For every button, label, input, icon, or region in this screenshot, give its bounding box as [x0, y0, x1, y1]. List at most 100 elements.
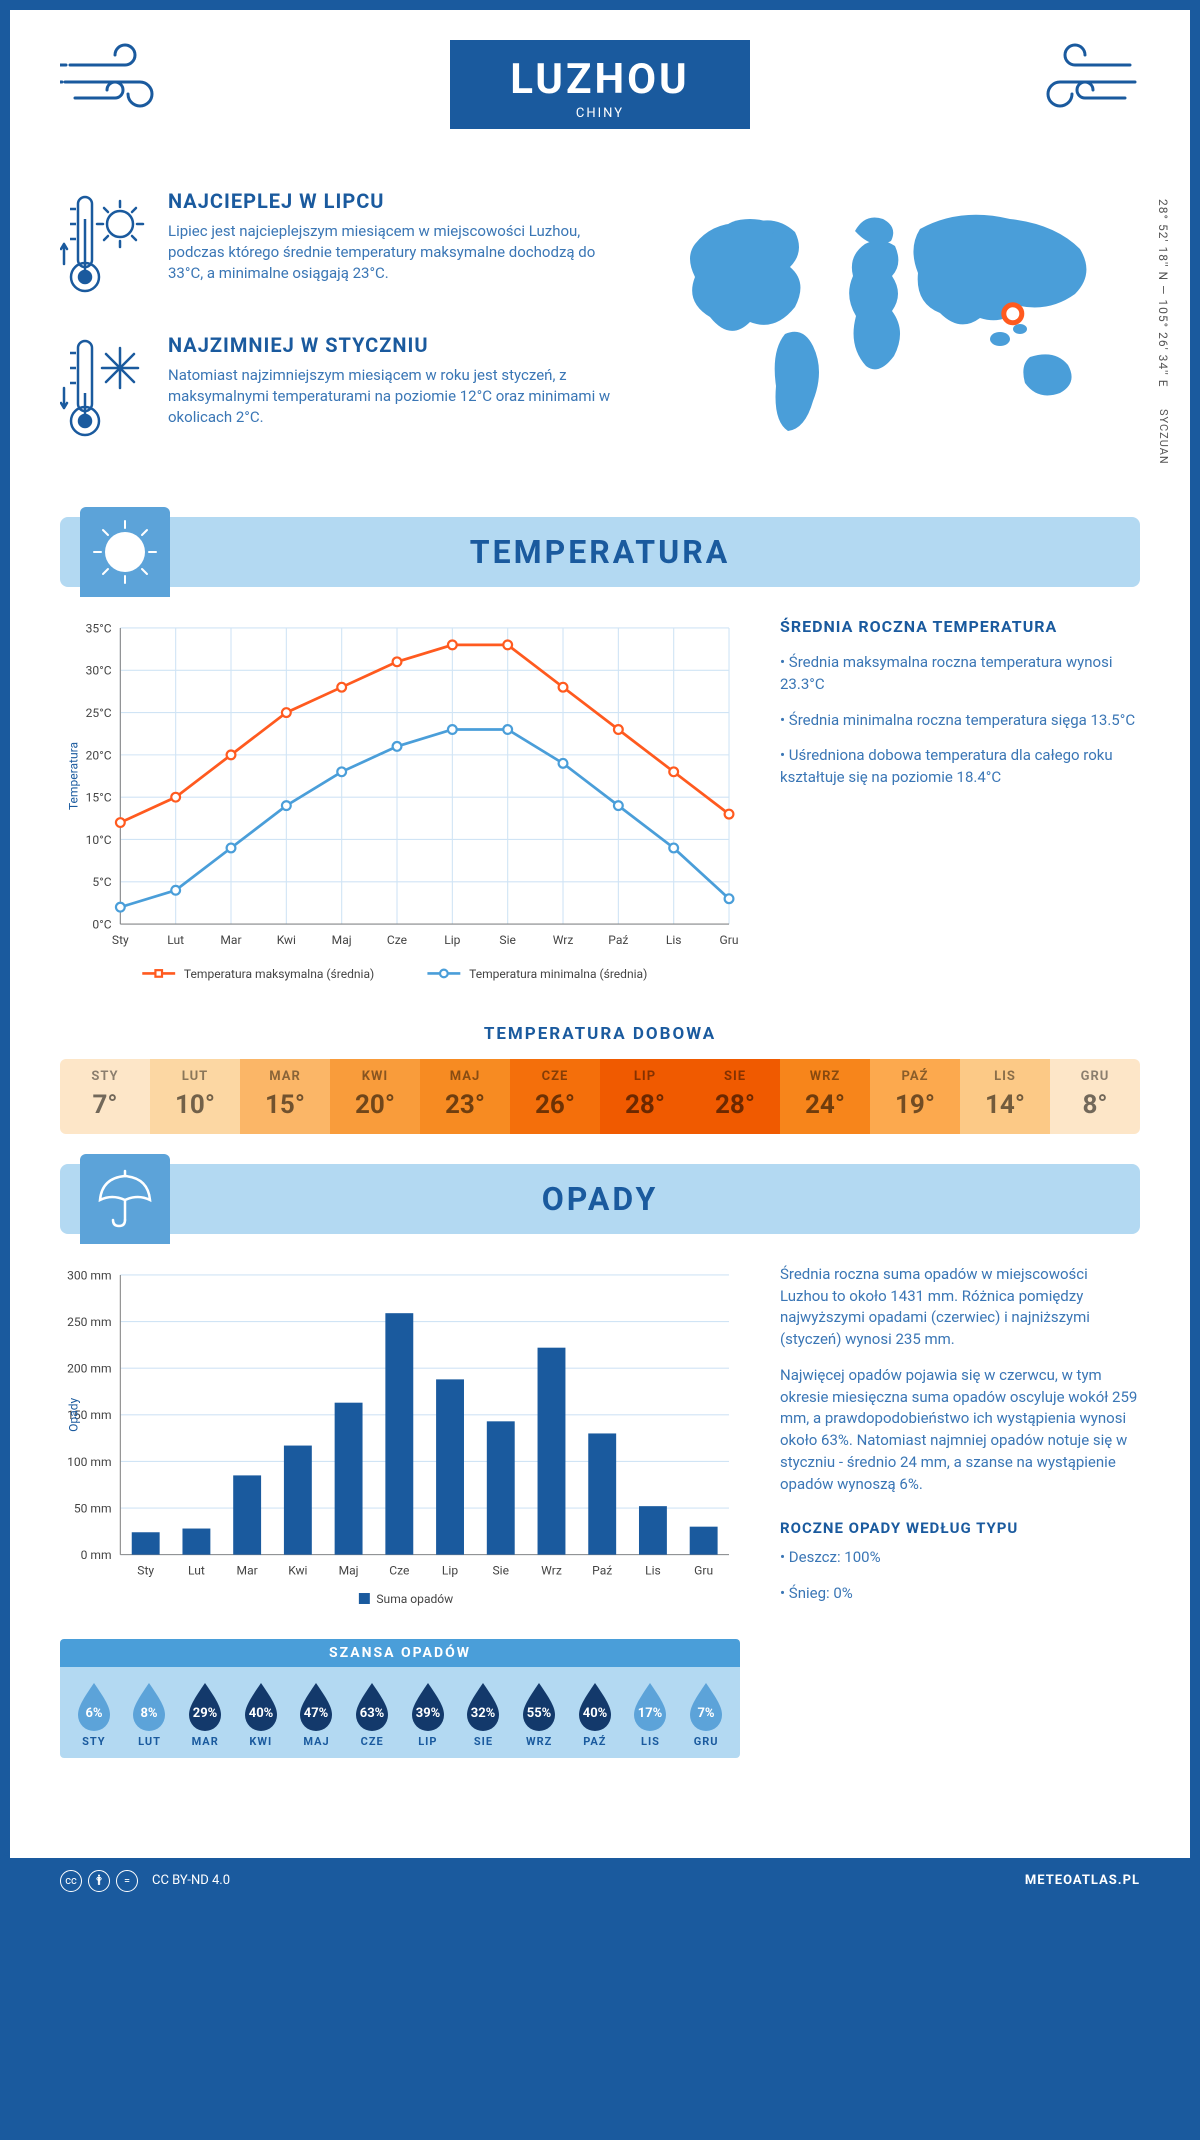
site-label: METEOATLAS.PL	[1025, 1873, 1140, 1888]
svg-text:Maj: Maj	[339, 1563, 359, 1577]
svg-text:Lis: Lis	[666, 933, 682, 947]
svg-text:30°C: 30°C	[86, 664, 112, 678]
svg-text:20°C: 20°C	[86, 748, 112, 762]
cc-icon: cc	[60, 1870, 82, 1892]
heatmap-cell: MAR15°	[240, 1059, 330, 1134]
precipitation-chart: 0 mm50 mm100 mm150 mm200 mm250 mm300 mmO…	[60, 1264, 740, 1758]
svg-text:Suma opadów: Suma opadów	[376, 1592, 453, 1606]
warmest-block: NAJCIEPLEJ W LIPCU Lipiec jest najcieple…	[60, 189, 630, 303]
rain-drop: 29%MAR	[179, 1679, 231, 1748]
precip-p1: Średnia roczna suma opadów w miejscowośc…	[780, 1264, 1140, 1351]
svg-text:Cze: Cze	[389, 1563, 409, 1577]
precip-rain: • Deszcz: 100%	[780, 1547, 1140, 1569]
rain-drop: 7%GRU	[680, 1679, 732, 1748]
precipitation-banner: OPADY	[60, 1164, 1140, 1234]
heatmap-cell: MAJ23°	[420, 1059, 510, 1134]
heatmap-cell: CZE26°	[510, 1059, 600, 1134]
svg-text:Kwi: Kwi	[288, 1563, 307, 1577]
rain-drop: 40%PAŹ	[569, 1679, 621, 1748]
svg-text:0°C: 0°C	[92, 917, 111, 931]
svg-text:63%: 63%	[360, 1706, 385, 1721]
wind-icon	[60, 40, 180, 124]
coordinates-label: 28° 52' 18'' N — 105° 26' 34'' E	[1156, 199, 1170, 388]
city-title: LUZHOU	[510, 55, 690, 104]
rain-drop: 6%STY	[68, 1679, 120, 1748]
nd-icon: =	[116, 1870, 138, 1892]
warmest-title: NAJCIEPLEJ W LIPCU	[168, 189, 630, 213]
svg-text:29%: 29%	[193, 1706, 218, 1721]
rain-drop: 47%MAJ	[291, 1679, 343, 1748]
thermometer-cold-icon	[60, 333, 150, 447]
rain-chance-title: SZANSA OPADÓW	[60, 1639, 740, 1667]
svg-text:100 mm: 100 mm	[67, 1455, 111, 1469]
thermometer-hot-icon	[60, 189, 150, 303]
avg-temp-p1: • Średnia maksymalna roczna temperatura …	[780, 652, 1140, 696]
rain-drop: 32%SIE	[458, 1679, 510, 1748]
rain-drop: 8%LUT	[124, 1679, 176, 1748]
svg-text:6%: 6%	[85, 1706, 102, 1721]
svg-text:Lut: Lut	[188, 1563, 205, 1577]
coldest-text: Natomiast najzimniejszym miesiącem w rok…	[168, 365, 630, 428]
svg-text:Temperatura minimalna (średnia: Temperatura minimalna (średnia)	[469, 967, 647, 981]
svg-text:39%: 39%	[416, 1706, 441, 1721]
svg-text:0 mm: 0 mm	[81, 1548, 112, 1562]
svg-text:Gru: Gru	[694, 1563, 713, 1577]
rain-chance-strip: SZANSA OPADÓW 6%STY8%LUT29%MAR40%KWI47%M…	[60, 1639, 740, 1758]
svg-text:55%: 55%	[527, 1706, 552, 1721]
svg-text:47%: 47%	[304, 1706, 329, 1721]
temperature-title: TEMPERATURA	[470, 533, 730, 571]
cc-icons: cc 🛉 =	[60, 1870, 138, 1892]
rain-drop: 63%CZE	[346, 1679, 398, 1748]
heatmap-cell: WRZ24°	[780, 1059, 870, 1134]
temperature-chart: 0°C5°C10°C15°C20°C25°C30°C35°CStyLutMarK…	[60, 617, 740, 994]
rain-drop: 55%WRZ	[513, 1679, 565, 1748]
svg-text:7%: 7%	[698, 1706, 715, 1721]
by-icon: 🛉	[88, 1870, 110, 1892]
header: LUZHOU CHINY	[60, 10, 1140, 169]
svg-text:35°C: 35°C	[86, 621, 112, 635]
svg-text:Paź: Paź	[592, 1563, 612, 1577]
heatmap-cell: LIP28°	[600, 1059, 690, 1134]
svg-text:32%: 32%	[471, 1706, 496, 1721]
svg-text:5°C: 5°C	[92, 875, 111, 889]
svg-text:Temperatura: Temperatura	[67, 742, 81, 810]
daily-temp-title: TEMPERATURA DOBOWA	[60, 1024, 1140, 1044]
avg-temp-title: ŚREDNIA ROCZNA TEMPERATURA	[780, 617, 1140, 636]
precip-p2: Najwięcej opadów pojawia się w czerwcu, …	[780, 1365, 1140, 1496]
svg-text:Temperatura maksymalna (średni: Temperatura maksymalna (średnia)	[184, 967, 374, 981]
precipitation-summary: Średnia roczna suma opadów w miejscowośc…	[780, 1264, 1140, 1758]
svg-text:Lut: Lut	[167, 933, 184, 947]
daily-temp-heatmap: STY7°LUT10°MAR15°KWI20°MAJ23°CZE26°LIP28…	[60, 1059, 1140, 1134]
svg-text:Mar: Mar	[220, 933, 241, 947]
precipitation-title: OPADY	[542, 1180, 659, 1218]
svg-text:250 mm: 250 mm	[67, 1315, 111, 1329]
title-banner: LUZHOU CHINY	[450, 40, 750, 129]
heatmap-cell: STY7°	[60, 1059, 150, 1134]
svg-text:Sty: Sty	[112, 933, 129, 947]
svg-text:40%: 40%	[583, 1706, 608, 1721]
precip-types-title: ROCZNE OPADY WEDŁUG TYPU	[780, 1519, 1140, 1537]
svg-text:Sie: Sie	[499, 933, 515, 947]
svg-text:25°C: 25°C	[86, 706, 112, 720]
svg-text:Opady: Opady	[67, 1397, 81, 1431]
warmest-text: Lipiec jest najcieplejszym miesiącem w m…	[168, 221, 630, 284]
world-map: 28° 52' 18'' N — 105° 26' 34'' E SYCZUAN	[660, 189, 1140, 477]
coldest-title: NAJZIMNIEJ W STYCZNIU	[168, 333, 630, 357]
region-label: SYCZUAN	[1157, 409, 1170, 465]
heatmap-cell: GRU8°	[1050, 1059, 1140, 1134]
svg-text:Maj: Maj	[332, 933, 352, 947]
svg-text:Sty: Sty	[137, 1563, 154, 1577]
svg-text:17%: 17%	[638, 1706, 663, 1721]
avg-temp-p3: • Uśredniona dobowa temperatura dla całe…	[780, 745, 1140, 789]
coldest-block: NAJZIMNIEJ W STYCZNIU Natomiast najzimni…	[60, 333, 630, 447]
svg-text:Lip: Lip	[444, 933, 460, 947]
svg-text:300 mm: 300 mm	[67, 1268, 111, 1282]
svg-text:50 mm: 50 mm	[74, 1501, 112, 1515]
svg-text:Lis: Lis	[645, 1563, 661, 1577]
country-subtitle: CHINY	[510, 106, 690, 121]
temperature-summary: ŚREDNIA ROCZNA TEMPERATURA • Średnia mak…	[780, 617, 1140, 994]
heatmap-cell: PAŹ19°	[870, 1059, 960, 1134]
heatmap-cell: SIE28°	[690, 1059, 780, 1134]
avg-temp-p2: • Średnia minimalna roczna temperatura s…	[780, 710, 1140, 732]
temperature-banner: TEMPERATURA	[60, 517, 1140, 587]
